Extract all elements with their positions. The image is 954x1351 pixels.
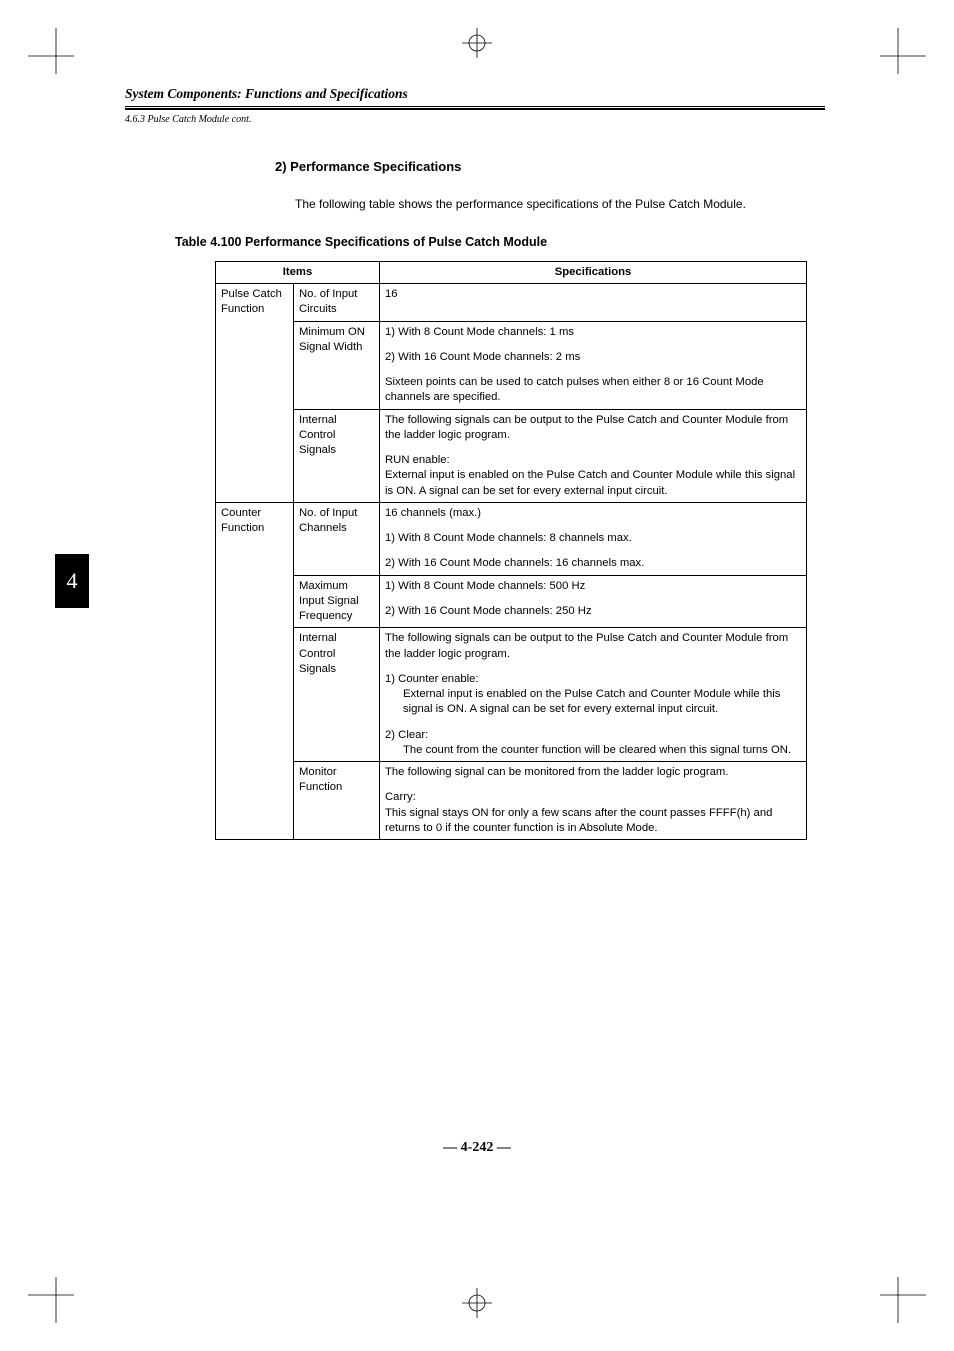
spec-text: External input is enabled on the Pulse C…: [385, 687, 801, 718]
table-row: Pulse Catch FunctionNo. of Input Circuit…: [216, 284, 807, 322]
table-caption: Table 4.100 Performance Specifications o…: [175, 235, 825, 249]
registration-mark-top: [462, 28, 492, 63]
spec-text: 2) With 16 Count Mode channels: 16 chann…: [385, 556, 801, 571]
crop-mark-tl: [28, 28, 74, 74]
spec-text: RUN enable:: [385, 453, 801, 468]
table-row: Internal Control SignalsThe following si…: [216, 409, 807, 502]
header-rule-thick: [125, 108, 825, 110]
spec-text: 2) With 16 Count Mode channels: 250 Hz: [385, 604, 801, 619]
spec-text: 1) With 8 Count Mode channels: 8 channel…: [385, 531, 801, 546]
spec-cell: The following signal can be monitored fr…: [380, 762, 807, 840]
item-cell: Minimum ON Signal Width: [294, 321, 380, 409]
crop-mark-bl: [28, 1277, 74, 1323]
spec-text: The following signal can be monitored fr…: [385, 765, 801, 780]
spec-text: The count from the counter function will…: [385, 743, 801, 758]
table-row: Minimum ON Signal Width1) With 8 Count M…: [216, 321, 807, 409]
spec-text: Sixteen points can be used to catch puls…: [385, 375, 801, 406]
item-cell: No. of Input Circuits: [294, 284, 380, 322]
spec-cell: The following signals can be output to t…: [380, 409, 807, 502]
item-cell: Internal Control Signals: [294, 409, 380, 502]
section-heading: 2) Performance Specifications: [275, 159, 825, 174]
spec-cell: 16: [380, 284, 807, 322]
table-header-row: Items Specifications: [216, 261, 807, 283]
crop-mark-tr: [880, 28, 926, 74]
spec-cell: 1) With 8 Count Mode channels: 1 ms 2) Wi…: [380, 321, 807, 409]
item-cell: Internal Control Signals: [294, 628, 380, 762]
spec-text: The following signals can be output to t…: [385, 631, 801, 662]
header-items: Items: [216, 261, 380, 283]
spec-cell: The following signals can be output to t…: [380, 628, 807, 762]
spec-text: 16 channels (max.): [385, 506, 801, 521]
table-row: Counter FunctionNo. of Input Channels16 …: [216, 502, 807, 575]
spec-text: 2) With 16 Count Mode channels: 2 ms: [385, 350, 801, 365]
running-header: System Components: Functions and Specifi…: [125, 86, 825, 105]
spec-text: Carry:: [385, 790, 801, 805]
chapter-tab: 4: [55, 554, 89, 608]
item-cell: Monitor Function: [294, 762, 380, 840]
spec-text: 2) Clear:: [385, 728, 801, 743]
spec-text: External input is enabled on the Pulse C…: [385, 468, 801, 499]
spec-text: 16: [385, 287, 801, 302]
spec-text: This signal stays ON for only a few scan…: [385, 806, 801, 837]
specifications-table: Items Specifications Pulse Catch Functio…: [215, 261, 807, 840]
group-cell: Pulse Catch Function: [216, 284, 294, 503]
page-content: System Components: Functions and Specifi…: [125, 86, 825, 840]
intro-paragraph: The following table shows the performanc…: [295, 196, 825, 213]
table-row: Internal Control SignalsThe following si…: [216, 628, 807, 762]
table-row: Maximum Input Signal Frequency1) With 8 …: [216, 575, 807, 628]
header-spec: Specifications: [380, 261, 807, 283]
table-row: Monitor Function The following signal can…: [216, 762, 807, 840]
spec-text: The following signals can be output to t…: [385, 413, 801, 444]
group-cell: Counter Function: [216, 502, 294, 839]
spec-text: 1) With 8 Count Mode channels: 1 ms: [385, 325, 801, 340]
spec-cell: 1) With 8 Count Mode channels: 500 Hz 2) …: [380, 575, 807, 628]
page-number: — 4-242 —: [0, 1140, 954, 1156]
crop-mark-br: [880, 1277, 926, 1323]
continuation-line: 4.6.3 Pulse Catch Module cont.: [125, 114, 825, 125]
spec-cell: 16 channels (max.) 1) With 8 Count Mode c…: [380, 502, 807, 575]
spec-text: 1) With 8 Count Mode channels: 500 Hz: [385, 579, 801, 594]
spec-text: 1) Counter enable:: [385, 672, 801, 687]
item-cell: No. of Input Channels: [294, 502, 380, 575]
item-cell: Maximum Input Signal Frequency: [294, 575, 380, 628]
registration-mark-bottom: [462, 1288, 492, 1323]
header-rule: [125, 106, 825, 107]
